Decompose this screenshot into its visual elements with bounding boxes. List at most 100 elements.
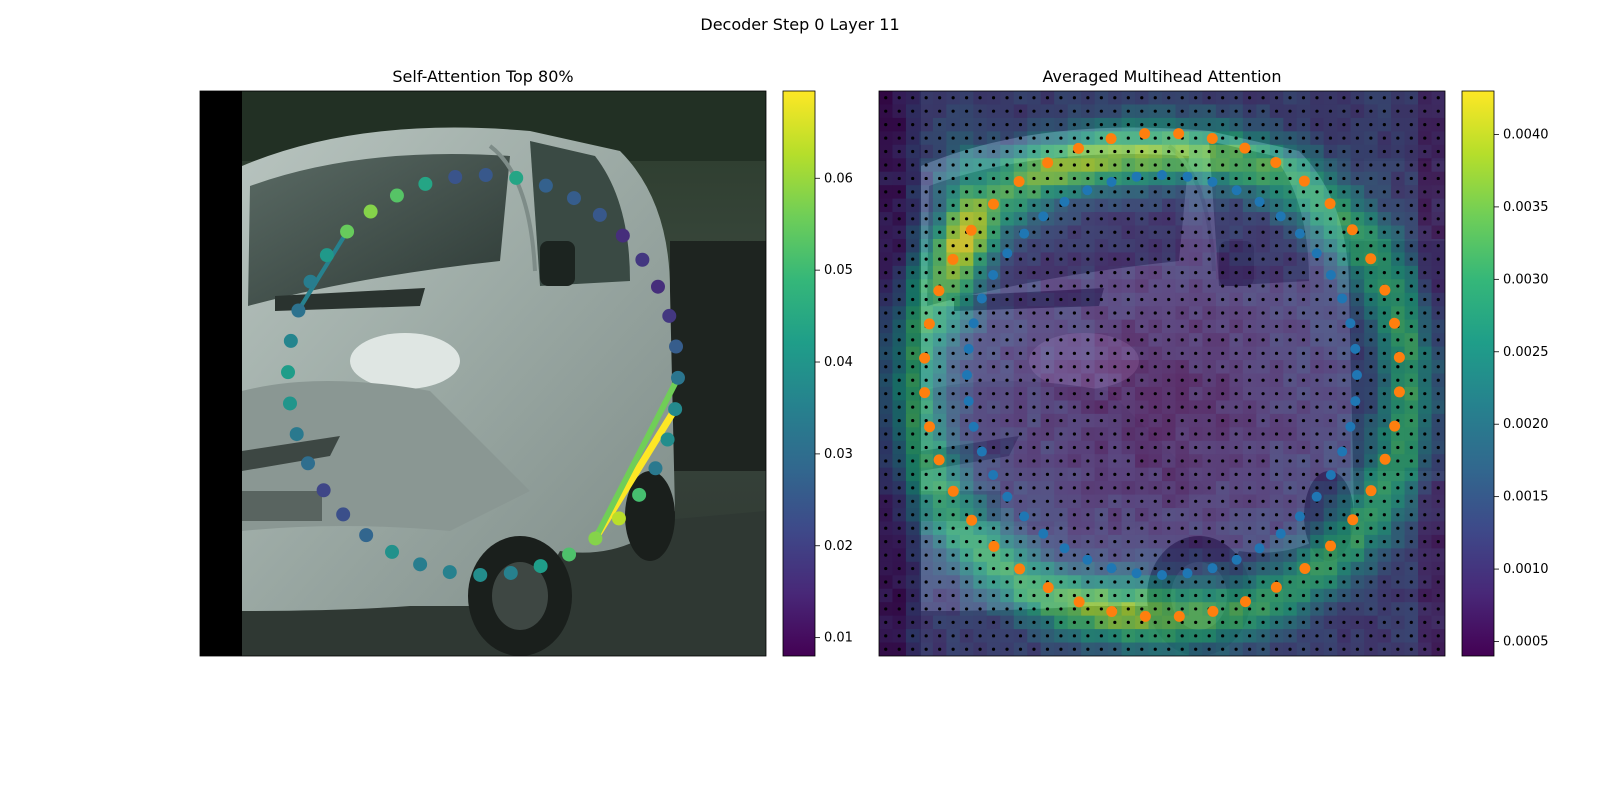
orange-point <box>1042 157 1054 169</box>
grid-dot <box>1288 123 1292 127</box>
grid-dot <box>1423 365 1427 369</box>
grid-dot <box>1207 271 1211 275</box>
grid-dot <box>1355 96 1360 100</box>
grid-dot <box>1140 244 1144 248</box>
colorbar-tick-label: 0.01 <box>824 631 853 646</box>
grid-dot <box>1207 378 1211 382</box>
grid-dot <box>1274 472 1279 476</box>
grid-dot <box>978 244 982 248</box>
grid-dot <box>991 365 996 369</box>
grid-dot <box>1140 338 1144 342</box>
grid-dot <box>1113 620 1117 624</box>
grid-dot <box>978 553 982 557</box>
orange-point <box>966 514 978 526</box>
grid-dot <box>1113 203 1117 207</box>
grid-dot <box>1180 378 1184 382</box>
grid-dot <box>1018 459 1023 463</box>
blue-point <box>976 446 987 457</box>
grid-dot <box>1396 459 1400 463</box>
grid-dot <box>1234 123 1238 127</box>
grid-dot <box>1140 553 1144 557</box>
grid-dot <box>1396 540 1400 544</box>
grid-dot <box>897 190 901 194</box>
grid-dot <box>938 566 942 571</box>
grid-dot <box>1328 405 1333 409</box>
grid-dot <box>1301 392 1306 396</box>
grid-dot <box>1086 324 1090 329</box>
left-axes-frame <box>199 90 767 657</box>
grid-dot <box>1288 297 1292 302</box>
grid-dot <box>938 297 942 302</box>
grid-dot <box>1153 311 1157 315</box>
grid-dot <box>1382 566 1386 571</box>
grid-dot <box>1436 109 1440 113</box>
grid-dot <box>938 378 942 382</box>
grid-dot <box>1261 257 1265 261</box>
grid-dot <box>991 620 996 624</box>
grid-dot <box>1032 203 1036 207</box>
left-colorbar: 0.010.020.030.040.050.06 <box>782 90 853 657</box>
blue-point <box>976 293 987 304</box>
grid-dot <box>1059 513 1063 517</box>
grid-dot <box>1221 513 1225 517</box>
grid-dot <box>924 647 928 651</box>
grid-dot <box>1167 217 1171 221</box>
grid-dot <box>1140 513 1144 517</box>
grid-dot <box>1247 540 1252 544</box>
grid-dot <box>1369 163 1373 167</box>
blue-point <box>1059 196 1070 207</box>
grid-dot <box>1234 257 1238 261</box>
grid-dot <box>1194 405 1198 409</box>
grid-dot <box>1153 540 1157 544</box>
grid-dot <box>911 297 915 302</box>
grid-dot <box>1301 378 1306 382</box>
grid-dot <box>1369 526 1373 530</box>
grid-dot <box>978 526 982 530</box>
grid-dot <box>924 284 928 288</box>
grid-dot <box>1194 217 1198 221</box>
query-point <box>632 487 647 502</box>
grid-dot <box>1328 284 1333 288</box>
grid-dot <box>1288 553 1292 557</box>
grid-dot <box>1207 96 1211 100</box>
grid-dot <box>1355 445 1360 450</box>
grid-dot <box>1180 526 1184 530</box>
grid-dot <box>1180 123 1184 127</box>
blue-point <box>1019 228 1030 239</box>
grid-dot <box>1436 123 1440 127</box>
grid-dot <box>991 405 996 409</box>
grid-dot <box>1234 526 1238 530</box>
grid-dot <box>1328 580 1333 584</box>
grid-dot <box>964 109 969 113</box>
grid-dot <box>1423 284 1427 288</box>
query-point <box>588 531 603 546</box>
grid-dot <box>1436 553 1440 557</box>
grid-dot <box>1369 593 1373 598</box>
grid-dot <box>911 163 915 167</box>
grid-dot <box>1126 176 1130 181</box>
grid-dot <box>1288 540 1292 544</box>
grid-dot <box>1301 203 1306 207</box>
grid-dot <box>1072 499 1077 503</box>
grid-dot <box>951 459 955 463</box>
grid-dot <box>991 338 996 342</box>
grid-dot <box>884 217 888 221</box>
grid-dot <box>1113 284 1117 288</box>
grid-dot <box>1221 593 1225 598</box>
grid-dot <box>1342 338 1346 342</box>
grid-dot <box>1436 351 1440 355</box>
grid-dot <box>1382 109 1386 113</box>
grid-dot <box>1409 580 1413 584</box>
blue-point <box>1157 570 1167 580</box>
grid-dot <box>1369 217 1373 221</box>
grid-dot <box>1045 123 1050 127</box>
grid-dot <box>951 580 955 584</box>
grid-dot <box>1099 149 1103 154</box>
grid-dot <box>978 123 982 127</box>
grid-dot <box>1409 513 1413 517</box>
grid-dot <box>1140 257 1144 261</box>
grid-dot <box>1288 593 1292 598</box>
grid-dot <box>1153 297 1157 302</box>
grid-dot <box>1423 297 1427 302</box>
